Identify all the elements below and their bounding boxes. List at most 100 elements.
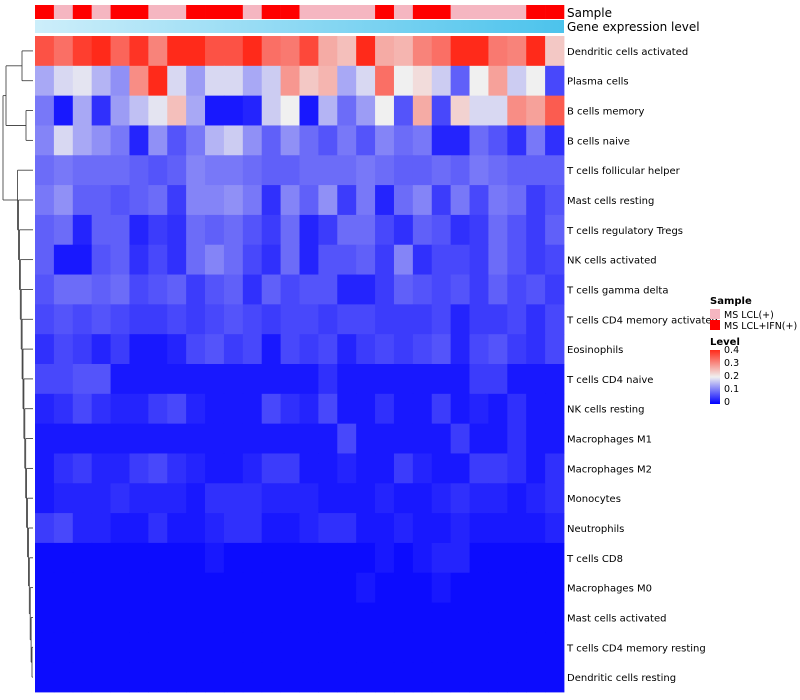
row-label: T cells CD4 memory activated — [566, 315, 718, 326]
heatmap-cell — [167, 364, 187, 395]
row-label: Eosinophils — [567, 345, 623, 356]
legend-level-tick: 0.3 — [724, 358, 739, 369]
heatmap-cell — [280, 304, 300, 335]
heatmap-cell — [412, 65, 433, 97]
heatmap-cell — [148, 513, 168, 544]
heatmap-cell — [469, 423, 489, 454]
heatmap-cell — [167, 483, 187, 514]
heatmap-cell — [526, 155, 546, 186]
heatmap-cell — [148, 185, 168, 216]
heatmap-cell — [261, 95, 282, 126]
heatmap-cell — [35, 542, 55, 574]
row-label: Monocytes — [567, 494, 621, 505]
heatmap-cell — [167, 662, 187, 693]
heatmap-cell — [148, 274, 168, 305]
heatmap-cell — [469, 334, 489, 365]
heatmap-cell — [469, 95, 489, 126]
heatmap-cell — [167, 304, 187, 335]
heatmap-cell — [72, 423, 93, 454]
heatmap-cell — [72, 572, 93, 603]
heatmap-cell — [488, 274, 508, 305]
heatmap-cell — [72, 185, 93, 216]
heatmap-cell — [450, 95, 470, 126]
heatmap-cell — [393, 244, 414, 275]
heatmap-cell — [167, 602, 187, 633]
sample-annotation-cell — [526, 5, 546, 19]
heatmap-cell — [431, 185, 452, 216]
heatmap-cell — [299, 36, 319, 67]
heatmap-cell — [35, 483, 55, 514]
legend-level-colorbar — [710, 350, 720, 404]
heatmap-cell — [148, 453, 168, 484]
heatmap-cell — [35, 513, 55, 544]
heatmap-cell — [469, 453, 489, 484]
heatmap-cell — [356, 632, 376, 663]
heatmap-cell — [129, 513, 149, 544]
heatmap-cell — [337, 304, 357, 335]
row-label: T cells CD4 naive — [566, 375, 653, 386]
heatmap-cell — [488, 36, 508, 67]
heatmap-cell — [223, 214, 244, 246]
heatmap-cell — [35, 453, 55, 484]
heatmap-cell — [53, 95, 74, 126]
heatmap-cell — [299, 125, 319, 156]
heatmap-cell — [526, 274, 546, 305]
heatmap-cell — [375, 274, 395, 305]
row-label: T cells gamma delta — [566, 285, 668, 296]
heatmap-cell — [223, 662, 244, 693]
heatmap-cell — [223, 542, 244, 574]
heatmap-cell — [129, 214, 149, 246]
heatmap-cell — [167, 572, 187, 603]
heatmap-cell — [186, 36, 206, 67]
heatmap-cell — [393, 393, 414, 425]
heatmap-cell — [110, 662, 130, 693]
heatmap-cell — [72, 36, 93, 67]
sample-annotation-cell — [167, 5, 187, 19]
heatmap-cell — [129, 244, 149, 275]
heatmap-cell — [205, 334, 225, 365]
heatmap-cell — [167, 185, 187, 216]
heatmap-cell — [280, 244, 300, 275]
heatmap-cell — [337, 602, 357, 633]
heatmap-cell — [412, 542, 433, 574]
heatmap-cell — [186, 602, 206, 633]
heatmap-cell — [148, 364, 168, 395]
heatmap-cell — [35, 65, 55, 97]
heatmap-cell — [488, 542, 508, 574]
heatmap-cell — [242, 662, 263, 693]
heatmap-cell — [35, 125, 55, 156]
heatmap-cell — [393, 214, 414, 246]
sample-annotation-cell — [431, 5, 451, 19]
heatmap-cell — [526, 185, 546, 216]
heatmap-cell — [526, 65, 546, 97]
heatmap-cell — [280, 632, 300, 663]
heatmap-cell — [242, 304, 263, 335]
heatmap-cell — [545, 662, 565, 693]
heatmap-cell — [337, 155, 357, 186]
heatmap-cell — [299, 662, 319, 693]
heatmap-cell — [375, 662, 395, 693]
heatmap-cell — [318, 364, 338, 395]
heatmap-cell — [53, 185, 74, 216]
heatmap-cell — [337, 393, 357, 425]
heatmap-cell — [431, 572, 452, 603]
heatmap-cell — [242, 214, 263, 246]
heatmap-cell — [129, 364, 149, 395]
heatmap-cell — [186, 274, 206, 305]
heatmap-cell — [545, 95, 565, 126]
heatmap-cell — [412, 185, 433, 216]
heatmap-cell — [91, 304, 111, 335]
heatmap-cell — [507, 393, 527, 425]
heatmap-cell — [488, 65, 508, 97]
heatmap-cell — [450, 393, 470, 425]
sample-annotation-cell — [53, 5, 74, 19]
heatmap-cell — [280, 334, 300, 365]
heatmap-cell — [91, 334, 111, 365]
heatmap-cell — [242, 572, 263, 603]
heatmap-cell — [318, 602, 338, 633]
heatmap-cell — [393, 334, 414, 365]
heatmap-cell — [337, 632, 357, 663]
heatmap-cell — [337, 244, 357, 275]
heatmap-cell — [91, 483, 111, 514]
